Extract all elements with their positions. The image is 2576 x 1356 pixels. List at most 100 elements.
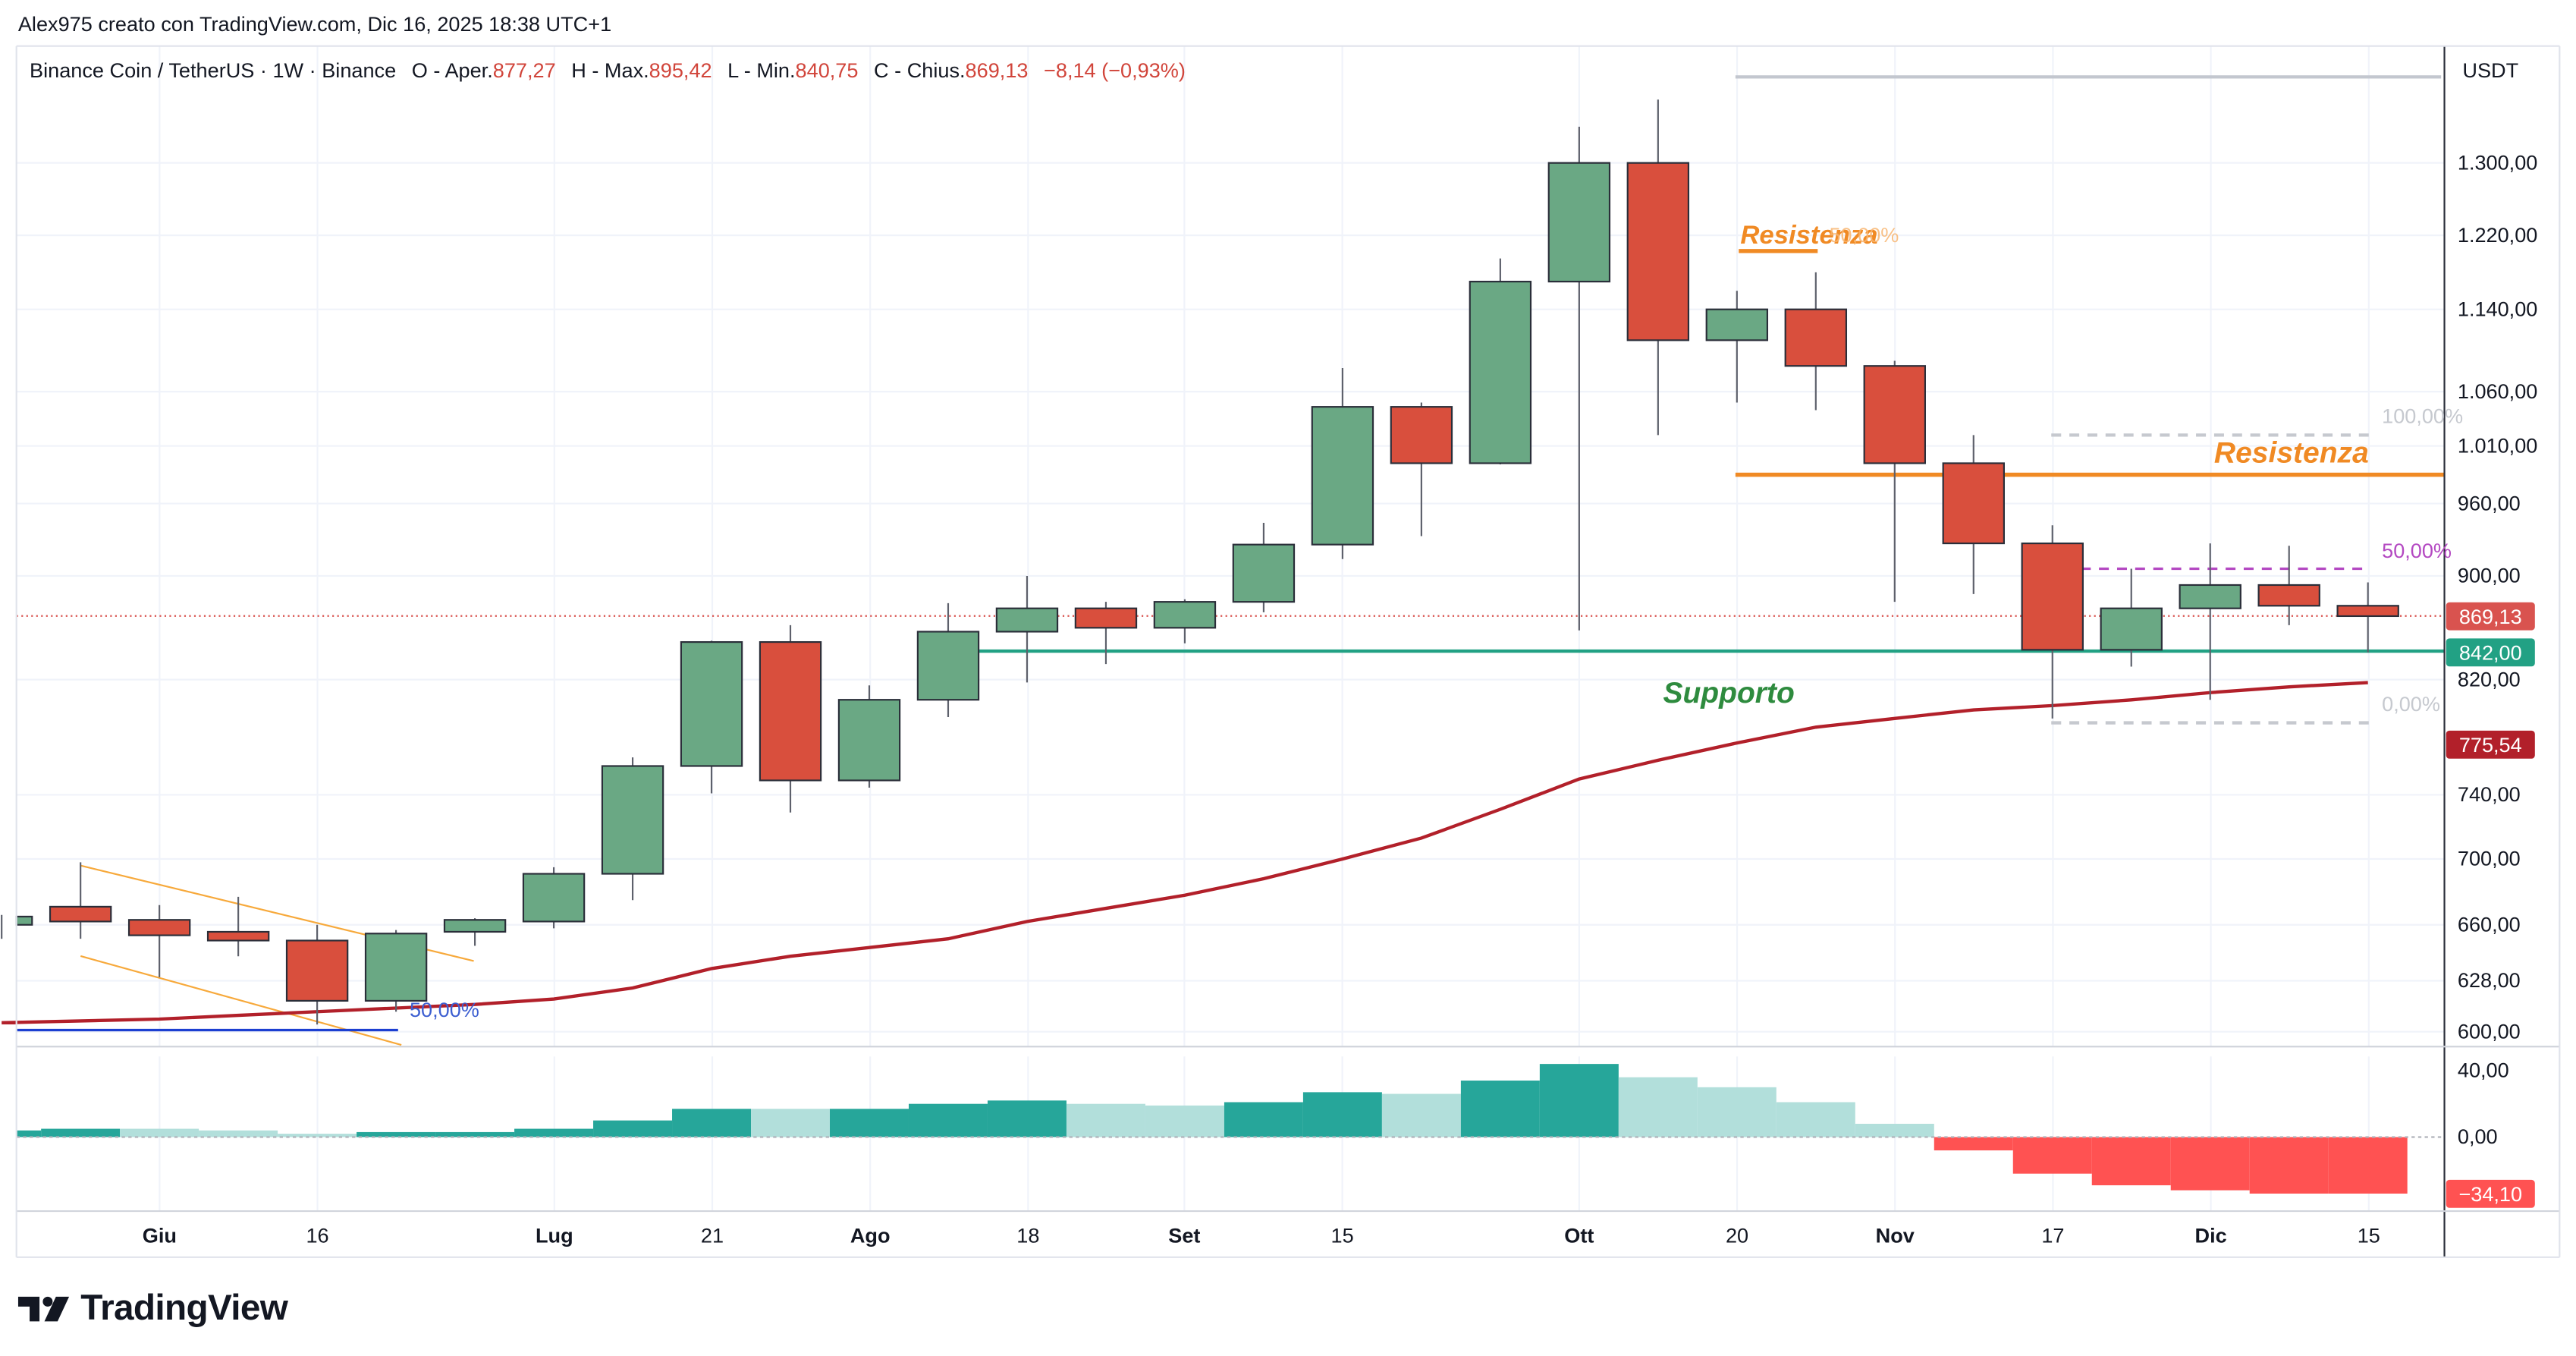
histogram-bar — [278, 1134, 357, 1137]
candle[interactable] — [49, 862, 112, 939]
candle-body — [1626, 162, 1690, 341]
time-tick-label: Dic — [2195, 1223, 2227, 1247]
candle[interactable] — [2179, 543, 2241, 700]
histogram-bar — [2328, 1137, 2408, 1194]
histogram-value-tag-text: −34,10 — [2458, 1182, 2522, 1206]
candle[interactable] — [364, 930, 428, 1012]
time-tick-label: Nov — [1876, 1223, 1915, 1247]
candle[interactable] — [916, 602, 980, 717]
candle-body — [1547, 162, 1611, 283]
price-tick-label: 1.010,00 — [2458, 433, 2537, 457]
histogram-bar — [751, 1109, 831, 1137]
candle-body — [443, 919, 507, 933]
price-tick-label: 960,00 — [2458, 491, 2521, 514]
candle[interactable] — [680, 640, 743, 794]
resistance-label-upper: Resistenza — [1740, 221, 1877, 250]
candle[interactable] — [995, 576, 1059, 683]
candle[interactable] — [1547, 126, 1611, 631]
author-credit: Alex975 creato con TradingView.com, Dic … — [17, 13, 612, 36]
price-tick-label: 820,00 — [2458, 667, 2521, 691]
price-tick-label: 1.060,00 — [2458, 379, 2537, 403]
histogram-bar — [2091, 1137, 2171, 1186]
histogram-bar — [1066, 1103, 1145, 1137]
candle[interactable] — [1705, 291, 1769, 403]
price-tick-label: 660,00 — [2458, 912, 2521, 936]
candle[interactable] — [1153, 599, 1217, 643]
histogram-bar — [435, 1131, 515, 1137]
candle-body — [680, 641, 743, 767]
fib-50-label: 50,00% — [2382, 539, 2452, 562]
candle-body — [1390, 406, 1453, 464]
candle[interactable] — [1469, 258, 1532, 464]
histogram-bar — [357, 1131, 436, 1137]
histogram-bar — [120, 1128, 199, 1137]
histogram-bar — [41, 1128, 121, 1137]
candle[interactable] — [206, 896, 270, 957]
moving-average-line — [2, 681, 2368, 1024]
symbol-name[interactable]: Binance Coin / TetherUS · 1W · Binance — [30, 59, 397, 83]
candle-body — [2100, 607, 2163, 651]
candle-body — [2179, 584, 2241, 609]
candle-body — [49, 905, 112, 923]
histogram-bar — [1302, 1092, 1382, 1137]
high-label: H - Max. — [571, 59, 649, 83]
tradingview-brand[interactable]: TradingView — [17, 1287, 288, 1329]
candle-body — [2336, 605, 2399, 618]
candle[interactable] — [2257, 546, 2320, 625]
histogram-bar — [514, 1128, 594, 1137]
candles[interactable] — [1, 99, 2399, 1025]
candle-body — [285, 939, 349, 1002]
candle-body — [2257, 584, 2320, 607]
price-tick-label: 900,00 — [2458, 564, 2521, 587]
candle-body — [522, 873, 586, 923]
fib-50-low-label: 50,00% — [410, 998, 479, 1021]
candle[interactable] — [127, 905, 191, 977]
histogram-bar — [1697, 1087, 1776, 1137]
candle[interactable] — [285, 924, 349, 1025]
change-value: −8,14 (−0,93%) — [1044, 59, 1186, 83]
support-label: Supporto — [1663, 677, 1794, 709]
low-label: L - Min. — [727, 59, 796, 83]
price-tick-label: 1.220,00 — [2458, 223, 2537, 247]
candle-body — [1153, 601, 1217, 629]
candle[interactable] — [1942, 435, 2005, 594]
candle-body — [1863, 365, 1926, 464]
histogram — [16, 1064, 2445, 1194]
candle[interactable] — [443, 918, 507, 946]
open-value: 877,27 — [492, 59, 556, 83]
candle[interactable] — [759, 625, 822, 813]
candle[interactable] — [1626, 99, 1690, 436]
histogram-bar — [2249, 1137, 2329, 1194]
oscillator-tick-label: 40,00 — [2458, 1059, 2509, 1082]
price-tick-label: 600,00 — [2458, 1019, 2521, 1043]
currency-label[interactable]: USDT — [2462, 59, 2519, 83]
candle[interactable] — [1863, 360, 1926, 602]
high-value: 895,42 — [649, 59, 712, 83]
candle[interactable] — [1390, 402, 1453, 536]
candle[interactable] — [1311, 367, 1374, 559]
histogram-bar — [593, 1120, 673, 1137]
time-tick-label: Set — [1168, 1223, 1200, 1247]
candle[interactable] — [1784, 272, 1848, 411]
candle[interactable] — [1232, 523, 1296, 612]
fib-0-label: 0,00% — [2382, 692, 2440, 716]
candle-body — [995, 607, 1059, 633]
support-price-tag — [2446, 638, 2535, 667]
candle[interactable] — [601, 757, 664, 901]
annotations: Resistenza 50,00% Resistenza Supporto 10… — [410, 221, 2463, 1021]
candle[interactable] — [837, 685, 901, 788]
candle[interactable] — [2336, 582, 2399, 653]
candle[interactable] — [2021, 525, 2084, 719]
candle[interactable] — [1074, 602, 1138, 665]
histogram-bar — [672, 1109, 752, 1137]
candle[interactable] — [522, 867, 586, 929]
candle[interactable] — [2100, 568, 2163, 667]
candle-body — [1469, 281, 1532, 464]
symbol-legend: Binance Coin / TetherUS · 1W · Binance O… — [30, 59, 1186, 82]
time-tick-label: Lug — [536, 1223, 573, 1247]
histogram-bar — [1855, 1123, 1934, 1137]
time-tick-label: 21 — [701, 1223, 724, 1247]
low-value: 840,75 — [795, 59, 859, 83]
last-price-tag-text: 869,13 — [2459, 605, 2522, 628]
